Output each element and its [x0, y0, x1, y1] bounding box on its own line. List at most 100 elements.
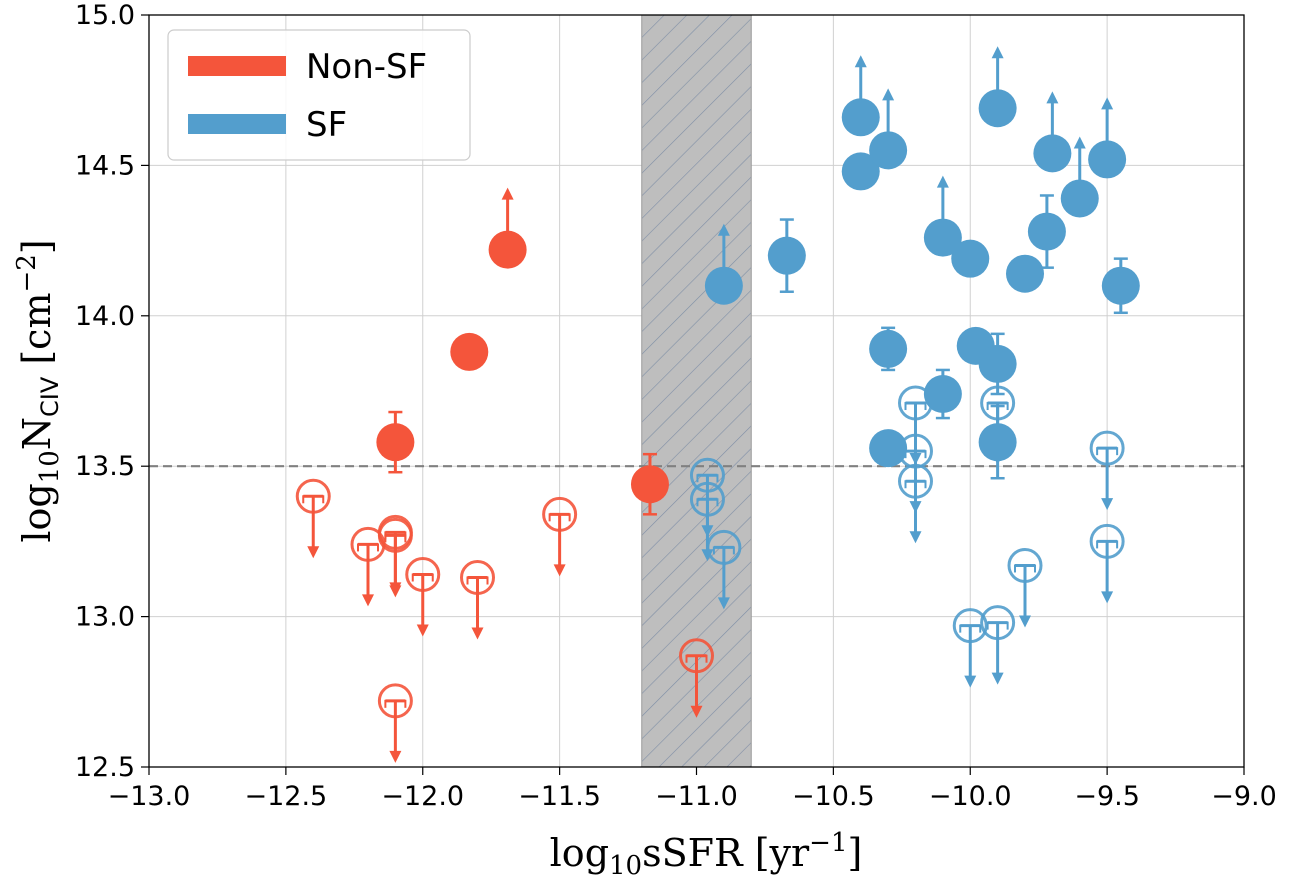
detection-point — [978, 46, 1017, 128]
data-points — [295, 46, 1140, 763]
open-circle-marker — [679, 638, 714, 674]
detection-point — [923, 368, 962, 420]
x-tick-label: −10.5 — [792, 781, 875, 812]
open-circle-marker — [295, 478, 331, 514]
x-axis-label: log10sSFR [yr−1] — [550, 828, 863, 877]
arrow-head — [717, 223, 730, 236]
upper-limit-point — [377, 683, 413, 763]
detection-point — [767, 218, 806, 293]
y-tick-label: 15.0 — [75, 0, 135, 31]
filled-circle-marker — [376, 423, 415, 462]
y-tick-label: 13.0 — [75, 602, 135, 633]
legend: Non-SF SF — [167, 29, 471, 161]
x-tick-label: −12.0 — [381, 781, 464, 812]
arrow-head — [991, 46, 1004, 59]
detection-point — [450, 332, 489, 371]
detection-point — [951, 239, 990, 278]
legend-swatch-sf — [188, 114, 286, 134]
open-circle-marker — [377, 517, 413, 553]
arrow-head — [909, 531, 922, 544]
detection-point — [841, 152, 880, 191]
filled-circle-marker — [978, 423, 1017, 462]
open-circle-marker — [377, 683, 413, 719]
open-circle-marker — [405, 556, 441, 592]
arrow-head — [1073, 136, 1086, 149]
upper-limit-point — [679, 638, 714, 718]
upper-limit-point — [952, 608, 988, 688]
detection-point — [1033, 91, 1072, 173]
upper-limit-point — [706, 529, 742, 610]
upper-limit-point — [405, 556, 441, 637]
filled-circle-marker — [923, 375, 962, 414]
shaded-band — [641, 14, 752, 768]
filled-circle-marker — [1101, 266, 1140, 305]
detection-point — [1060, 136, 1099, 218]
arrow-head — [701, 549, 714, 562]
detection-point — [978, 332, 1017, 396]
axis-ticks: −13.0 −12.5 −12.0 −11.5 −11.0 −10.5 −10.0 −9.5 −… — [75, 0, 1277, 812]
filled-circle-marker — [869, 429, 908, 468]
x-tick-label: −12.5 — [245, 781, 328, 812]
arrow-head — [553, 564, 566, 577]
detection-point — [869, 88, 908, 170]
detection-point — [1101, 257, 1140, 315]
filled-circle-marker — [869, 329, 908, 368]
series-sf — [689, 46, 1140, 688]
arrow-head — [1046, 91, 1059, 104]
upper-limit-point — [460, 559, 495, 640]
detection-point — [841, 55, 880, 137]
arrow-head — [416, 624, 429, 637]
open-circle-marker — [980, 605, 1016, 641]
upper-limit-point — [542, 496, 578, 577]
legend-swatch-non-sf — [188, 56, 286, 76]
open-circle-marker — [952, 608, 988, 644]
upper-limit-point — [1089, 523, 1125, 604]
y-tick-label: 14.0 — [75, 301, 135, 332]
detection-point — [1088, 97, 1127, 179]
filled-circle-marker — [841, 98, 880, 137]
upper-limit-point — [898, 463, 933, 544]
filled-circle-marker — [869, 131, 908, 170]
arrow-head — [471, 627, 484, 640]
arrow-head — [1101, 591, 1114, 604]
detection-point — [630, 452, 669, 516]
filled-circle-marker — [1027, 212, 1066, 251]
open-circle-marker — [1007, 547, 1043, 583]
detection-point — [376, 410, 415, 474]
arrow-head — [389, 750, 402, 763]
x-tick-label: −11.5 — [518, 781, 601, 812]
x-tick-label: −9.0 — [1211, 781, 1277, 812]
y-axis-label: log10NCIV [cm−2] — [12, 239, 65, 542]
filled-circle-marker — [1006, 254, 1044, 293]
y-tick-label: 14.5 — [75, 150, 135, 181]
shaded-region — [641, 14, 752, 768]
open-circle-marker — [898, 463, 933, 499]
open-circle-marker — [706, 529, 742, 565]
y-tick-label: 13.5 — [75, 451, 135, 482]
x-tick-label: −9.5 — [1074, 781, 1140, 812]
arrow-head — [854, 55, 867, 68]
arrow-head — [1101, 498, 1114, 511]
upper-limit-point — [980, 605, 1016, 685]
filled-circle-marker — [1088, 140, 1127, 179]
x-tick-label: −13.0 — [108, 781, 191, 812]
filled-circle-marker — [951, 239, 990, 278]
legend-label-sf: SF — [306, 105, 347, 145]
y-tick-label: 12.5 — [75, 752, 135, 783]
arrow-head — [882, 88, 895, 101]
arrow-head — [690, 705, 703, 718]
detection-point — [1006, 254, 1044, 293]
upper-limit-point — [1007, 547, 1043, 628]
filled-circle-marker — [630, 465, 669, 504]
x-tick-label: −11.0 — [655, 781, 738, 812]
open-circle-marker — [1089, 430, 1125, 466]
open-circle-marker — [689, 457, 725, 493]
filled-circle-marker — [767, 236, 806, 275]
filled-circle-marker — [1033, 134, 1072, 173]
detection-point — [869, 429, 908, 468]
filled-circle-marker — [704, 266, 743, 305]
detection-point — [1027, 194, 1066, 269]
arrow-head — [964, 675, 977, 688]
arrow-head — [307, 546, 320, 559]
